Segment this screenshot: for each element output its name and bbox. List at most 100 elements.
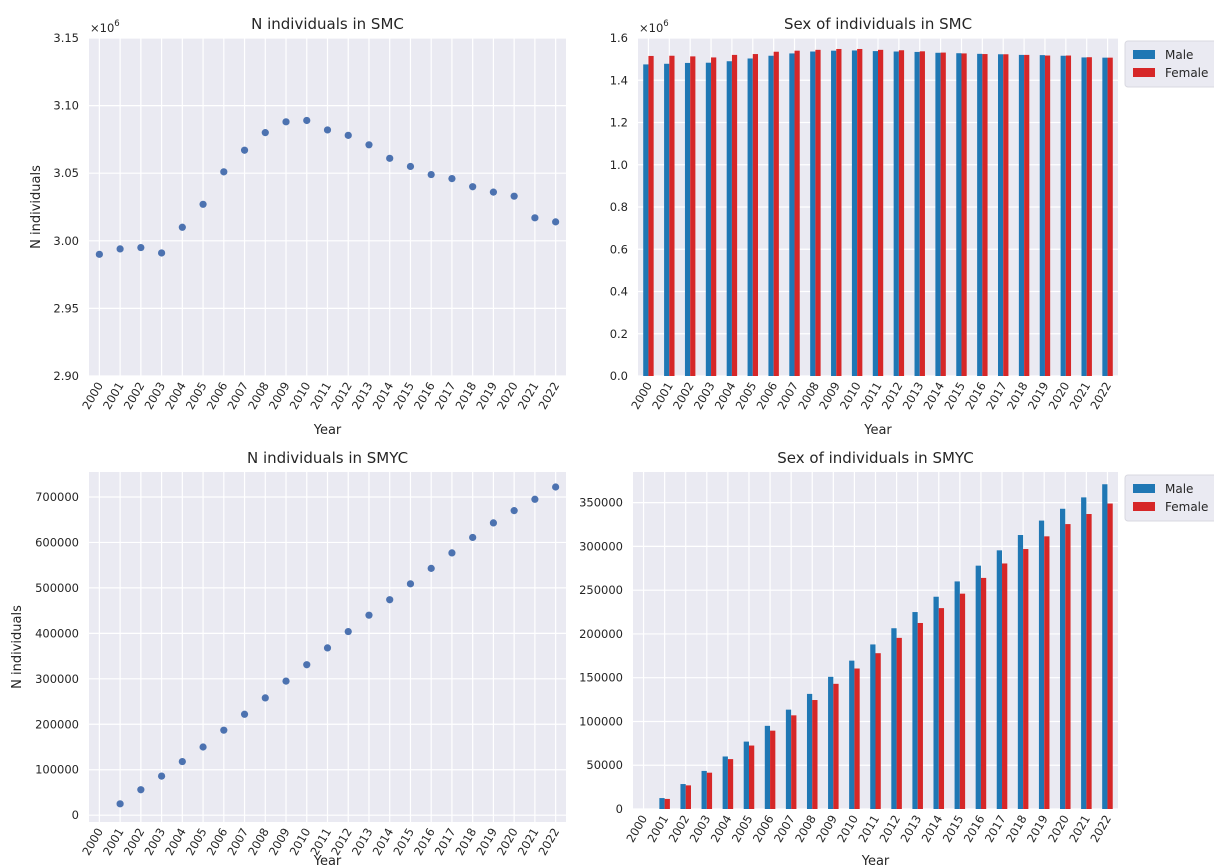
data-point — [386, 596, 394, 604]
x-tick-label: 2001 — [644, 813, 671, 845]
bar-female — [1065, 55, 1072, 376]
chart-2: 0.00.20.40.60.81.01.21.41.62000200120022… — [610, 15, 1214, 438]
x-tick-label: 2006 — [750, 813, 777, 845]
y-tick-label: 600000 — [35, 535, 79, 549]
x-axis-label: Year — [861, 854, 890, 867]
y-tick-label: 1.6 — [610, 31, 628, 45]
data-point — [116, 245, 124, 253]
data-point — [282, 677, 290, 685]
data-point — [469, 533, 477, 542]
bar-male — [1102, 484, 1108, 809]
bar-male — [722, 756, 728, 809]
bar-female — [1107, 57, 1113, 377]
bar-female — [685, 785, 691, 809]
y-tick-label: 0.2 — [610, 327, 628, 341]
bar-male — [1039, 55, 1045, 376]
y-tick-label: 250000 — [579, 583, 623, 597]
y-tick-label: 1.4 — [610, 73, 628, 87]
y-tick-label: 1.0 — [610, 158, 628, 172]
bar-female — [752, 54, 758, 377]
y-tick-label: 500000 — [35, 581, 79, 595]
bar-male — [743, 741, 749, 809]
y-tick-label: 0.0 — [610, 369, 628, 383]
bar-female — [1003, 54, 1009, 377]
bar-male — [872, 51, 878, 376]
y-axis-label: N individuals — [10, 605, 25, 689]
data-point — [261, 129, 269, 137]
y-tick-label: 0.6 — [610, 242, 628, 256]
chart-title: Sex of individuals in SMC — [784, 15, 972, 33]
data-point — [220, 168, 228, 176]
data-point — [137, 243, 145, 252]
bar-male — [810, 51, 816, 377]
data-point — [510, 507, 518, 515]
bar-male — [701, 770, 707, 809]
bar-male — [643, 64, 649, 376]
x-tick-label: 2016 — [961, 813, 988, 845]
x-tick-label: 2012 — [876, 813, 903, 845]
chart-title: Sex of individuals in SMYC — [777, 449, 973, 467]
bar-male — [870, 644, 876, 809]
bar-female — [748, 745, 755, 809]
data-point — [448, 549, 456, 557]
x-tick-label: 2014 — [919, 813, 946, 845]
data-point — [510, 192, 518, 200]
x-tick-label: 2010 — [834, 813, 861, 845]
x-tick-label: 2000 — [623, 813, 650, 845]
data-point — [448, 175, 456, 183]
data-point — [116, 800, 124, 808]
bar-male — [935, 52, 941, 376]
y-offset-text: ×106 — [90, 19, 120, 35]
y-offset-text: ×106 — [639, 19, 669, 35]
bar-female — [917, 622, 923, 809]
data-point — [261, 694, 269, 702]
data-point — [240, 146, 249, 154]
y-tick-label: 50000 — [586, 758, 623, 772]
x-tick-label: 2007 — [771, 813, 798, 845]
data-point — [406, 580, 415, 588]
bar-female — [1023, 549, 1029, 809]
bar-male — [1018, 54, 1025, 377]
x-tick-label: 2018 — [1003, 813, 1030, 845]
bar-female — [940, 52, 946, 377]
bar-female — [1107, 503, 1113, 809]
bar-female — [980, 577, 987, 809]
data-point — [199, 743, 207, 751]
x-tick-label: 2011 — [855, 813, 882, 845]
data-point — [365, 611, 373, 619]
chart-1: 2.902.953.003.053.103.152000200120022003… — [29, 15, 566, 438]
bar-male — [1081, 497, 1087, 809]
data-point — [489, 519, 498, 527]
x-tick-label: 2013 — [898, 813, 925, 845]
bar-female — [1065, 524, 1071, 809]
data-point — [531, 495, 539, 503]
data-point — [157, 772, 166, 780]
x-tick-label: 2005 — [729, 813, 756, 845]
y-tick-label: 0 — [72, 808, 79, 822]
bar-female — [706, 772, 713, 809]
bar-female — [727, 759, 734, 809]
bar-male — [1081, 57, 1087, 377]
data-point — [552, 218, 560, 226]
x-tick-label: 2022 — [535, 380, 562, 412]
bar-female — [648, 55, 654, 377]
bar-female — [875, 653, 881, 809]
bar-male — [933, 596, 939, 809]
data-point — [489, 188, 498, 196]
bar-male — [768, 55, 774, 377]
data-point — [220, 726, 228, 734]
data-point — [344, 131, 352, 139]
data-point — [95, 250, 103, 258]
x-tick-label: 2009 — [813, 813, 840, 845]
bar-female — [961, 53, 967, 376]
y-tick-label: 300000 — [579, 539, 623, 553]
y-tick-label: 400000 — [35, 626, 79, 640]
bar-male — [831, 50, 837, 377]
data-point — [365, 141, 373, 149]
x-axis-label: Year — [313, 423, 342, 438]
bar-male — [806, 693, 813, 809]
bar-female — [857, 48, 863, 377]
bar-male — [747, 58, 753, 377]
bar-male — [893, 51, 899, 377]
